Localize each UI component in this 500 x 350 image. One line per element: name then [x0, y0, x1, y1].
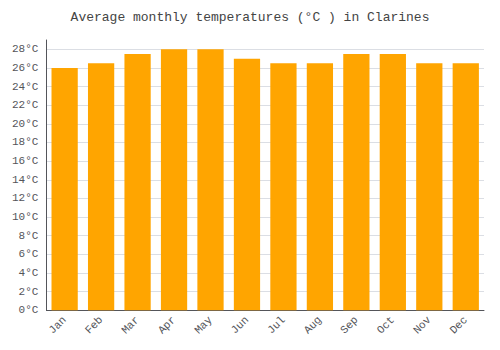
svg-text:22°C: 22°C — [12, 99, 39, 111]
svg-text:Jun: Jun — [229, 314, 251, 336]
svg-text:10°C: 10°C — [12, 211, 39, 223]
svg-text:Mar: Mar — [119, 314, 141, 336]
svg-text:0°C: 0°C — [19, 304, 39, 316]
svg-text:May: May — [192, 314, 215, 337]
svg-text:4°C: 4°C — [19, 267, 39, 279]
svg-text:Jan: Jan — [46, 314, 68, 336]
svg-text:20°C: 20°C — [12, 118, 39, 130]
svg-text:Nov: Nov — [411, 314, 434, 337]
svg-text:Apr: Apr — [156, 314, 178, 336]
svg-text:14°C: 14°C — [12, 174, 39, 186]
svg-text:Jul: Jul — [265, 314, 287, 336]
svg-text:18°C: 18°C — [12, 136, 39, 148]
svg-text:Average monthly temperatures (: Average monthly temperatures (°C ) in Cl… — [71, 10, 430, 25]
svg-text:26°C: 26°C — [12, 62, 39, 74]
svg-text:28°C: 28°C — [12, 43, 39, 55]
svg-text:6°C: 6°C — [19, 248, 39, 260]
svg-text:12°C: 12°C — [12, 192, 39, 204]
svg-text:2°C: 2°C — [19, 286, 39, 298]
svg-text:8°C: 8°C — [19, 230, 39, 242]
svg-text:Aug: Aug — [302, 314, 324, 336]
svg-text:Sep: Sep — [338, 314, 360, 336]
svg-text:24°C: 24°C — [12, 81, 39, 93]
svg-text:Dec: Dec — [448, 314, 470, 336]
svg-text:Oct: Oct — [375, 314, 397, 336]
svg-text:16°C: 16°C — [12, 155, 39, 167]
svg-text:Feb: Feb — [83, 314, 105, 336]
